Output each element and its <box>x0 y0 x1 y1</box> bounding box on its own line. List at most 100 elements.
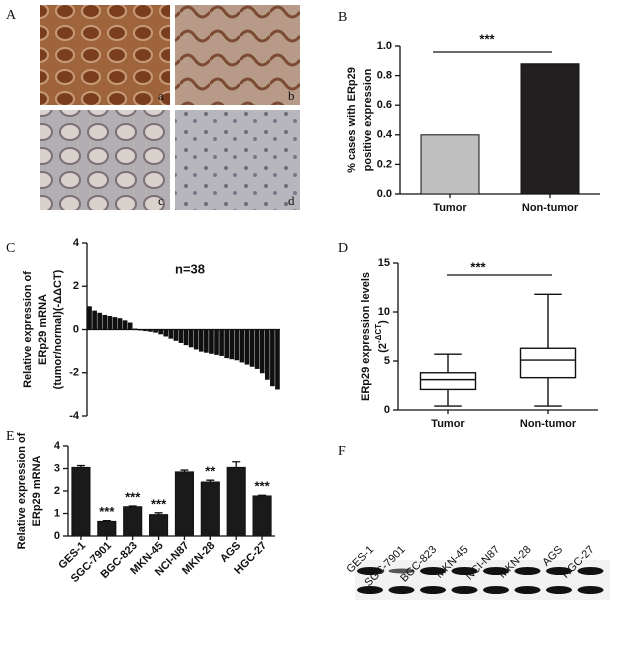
band <box>514 586 541 594</box>
band <box>483 586 509 594</box>
y-tick-label: 0 <box>54 530 60 542</box>
band <box>451 586 478 594</box>
y-axis-label: Relative expression of <box>16 432 28 549</box>
bar <box>254 329 260 369</box>
annotation: n=38 <box>175 261 205 276</box>
y-axis-unit-part: (2 <box>377 343 389 353</box>
bar <box>97 312 103 330</box>
y-axis-unit-part: ) <box>377 320 389 324</box>
band <box>357 567 383 575</box>
bar <box>234 329 240 361</box>
significance: *** <box>125 490 141 505</box>
bar <box>143 329 148 332</box>
y-tick-label: 15 <box>378 257 390 269</box>
y-tick-label: 0.2 <box>377 158 392 170</box>
image-label: b <box>288 88 295 103</box>
y-axis-label: ERp29 expression levels <box>360 272 372 401</box>
y-tick-label: 4 <box>54 440 61 452</box>
bar <box>153 329 158 333</box>
box <box>519 347 577 379</box>
y-tick-label: 2 <box>54 485 60 497</box>
band <box>420 567 446 575</box>
significance: *** <box>151 496 167 511</box>
bar <box>117 318 123 330</box>
band <box>420 586 446 594</box>
y-axis-label: positive expression <box>362 68 374 171</box>
bar <box>132 328 138 331</box>
bar <box>102 314 108 331</box>
bar <box>71 466 91 537</box>
y-tick-label: -2 <box>69 367 79 379</box>
band <box>546 567 572 575</box>
significance: *** <box>254 479 270 494</box>
bar <box>219 329 224 356</box>
blot-bands <box>357 567 604 594</box>
panel-label: B <box>338 10 347 25</box>
bar <box>168 329 174 339</box>
panel-label: D <box>338 241 348 256</box>
y-tick-label: 0.0 <box>377 188 392 200</box>
image-label: a <box>158 88 164 103</box>
y-tick-label: 0.6 <box>377 99 392 111</box>
bar <box>123 506 143 537</box>
bar <box>420 134 480 195</box>
error-bar <box>154 512 163 515</box>
x-tick-label: Non-tumor <box>522 202 579 214</box>
bar <box>244 329 250 365</box>
bar <box>249 329 255 367</box>
x-tick-label: Tumor <box>431 418 465 430</box>
bar <box>122 320 128 331</box>
band <box>514 567 541 575</box>
bar <box>149 514 169 537</box>
bar <box>173 329 179 341</box>
y-tick-label: 0 <box>73 323 79 335</box>
bar <box>183 329 189 346</box>
y-axis-label: % cases with ERp29 <box>346 67 358 173</box>
y-axis-label: ERp29 mRNA <box>37 294 49 365</box>
y-tick-label: 5 <box>384 355 390 367</box>
y-tick-label: 1.0 <box>377 40 392 52</box>
bar <box>127 322 133 331</box>
y-axis-label: Relative expression of <box>22 271 34 388</box>
box <box>419 372 477 391</box>
bar <box>178 329 184 343</box>
bar <box>239 329 245 363</box>
ihc-image <box>40 5 170 105</box>
bar <box>275 329 280 390</box>
image-label: c <box>158 193 164 208</box>
y-tick-label: 4 <box>73 237 80 249</box>
error-bar <box>206 479 215 482</box>
y-tick-label: 1 <box>54 507 60 519</box>
bar <box>229 329 235 360</box>
error-bar <box>76 464 85 468</box>
x-tick-label: Non-tumor <box>520 418 577 430</box>
error-bar <box>258 494 267 496</box>
ihc-image <box>40 110 170 210</box>
y-axis-unit: (2-ΔCT) <box>374 320 389 353</box>
ihc-image <box>175 110 300 210</box>
y-axis-label: ERp29 mRNA <box>31 455 43 526</box>
y-tick-label: 2 <box>73 280 79 292</box>
band <box>357 586 383 594</box>
image-label: d <box>288 193 295 208</box>
bar <box>188 329 194 348</box>
band <box>388 586 415 594</box>
y-tick-label: 3 <box>54 462 60 474</box>
bar <box>87 306 92 331</box>
bar <box>264 329 270 380</box>
band <box>546 586 572 594</box>
y-tick-label: -4 <box>69 410 80 422</box>
bar <box>252 495 272 537</box>
panel-label: E <box>6 429 15 444</box>
bar <box>270 329 275 387</box>
error-bar <box>232 461 241 468</box>
bar <box>92 310 97 330</box>
bar <box>138 329 143 331</box>
significance: ** <box>205 464 216 479</box>
error-bar <box>128 505 137 507</box>
significance: *** <box>99 504 115 519</box>
ihc-image <box>175 5 300 105</box>
bar <box>163 329 169 337</box>
panel-label: A <box>6 8 17 23</box>
